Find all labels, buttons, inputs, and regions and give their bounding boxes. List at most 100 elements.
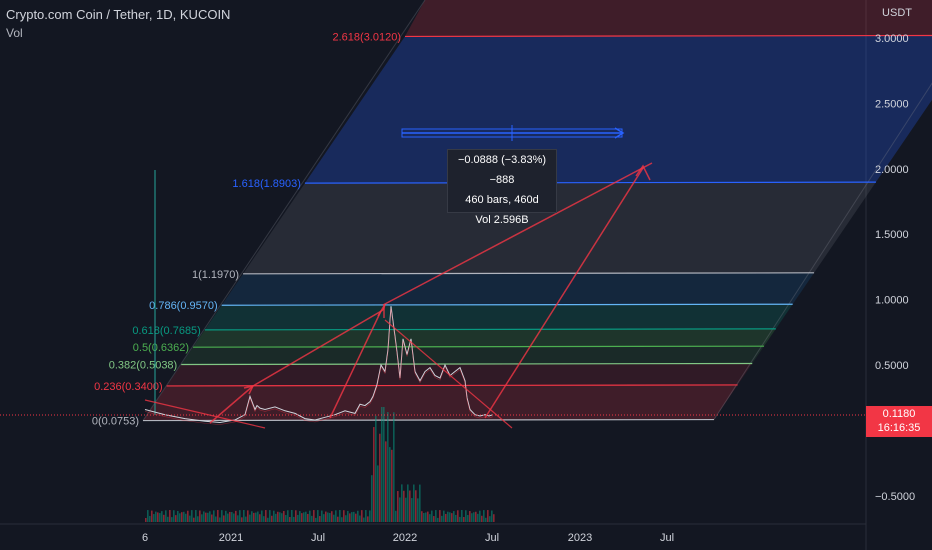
volume-bar (165, 510, 167, 522)
fib-band-6 (243, 182, 876, 274)
fib-label-4: 0.618(0.7685) (132, 325, 201, 337)
volume-bar (395, 510, 397, 522)
volume-bar (387, 412, 389, 522)
volume-bar (373, 427, 375, 522)
volume-bar (375, 415, 377, 522)
volume-bar (457, 510, 459, 522)
symbol-title[interactable]: Crypto.com Coin / Tether, 1D, KUCOIN (6, 7, 231, 22)
volume-bar (351, 512, 353, 522)
y-tick-label-2: 2.0000 (875, 164, 909, 176)
x-tick-label-2: Jul (311, 532, 325, 544)
volume-bar (159, 513, 161, 522)
volume-bar (389, 447, 391, 522)
volume-bar (281, 513, 283, 522)
x-tick-label-5: 2023 (568, 532, 592, 544)
volume-bar (263, 516, 265, 522)
volume-bar (177, 510, 179, 522)
volume-bar (245, 516, 247, 522)
volume-bar (293, 516, 295, 522)
volume-bar (243, 510, 245, 522)
volume-bar (337, 516, 339, 522)
volume-bar (343, 510, 345, 522)
volume-bar (477, 513, 479, 522)
volume-bar (171, 517, 173, 522)
volume-bar (413, 484, 415, 522)
volume-bar (451, 513, 453, 522)
volume-label[interactable]: Vol (6, 26, 23, 40)
volume-bar (431, 510, 433, 522)
y-tick-label-0: 3.0000 (875, 33, 909, 45)
volume-bar (199, 510, 201, 522)
volume-bar (195, 510, 197, 522)
fib-line-1 (166, 384, 738, 387)
trend-arrow-4 (484, 167, 644, 419)
fib-line-3 (193, 345, 765, 348)
volume-bar (349, 513, 351, 522)
fib-label-8: 2.618(3.0120) (333, 31, 402, 43)
y-tick-label-5: 0.5000 (875, 360, 909, 372)
volume-bar (229, 511, 231, 522)
fib-edge-left (142, 0, 426, 421)
volume-bar (481, 515, 483, 522)
volume-bar (425, 512, 427, 522)
fib-label-1: 0.236(0.3400) (94, 381, 163, 393)
volume-bar (485, 517, 487, 522)
volume-bar (363, 517, 365, 522)
volume-bar (439, 510, 441, 522)
volume-bar (471, 513, 473, 522)
measure-arrowhead (614, 127, 625, 139)
fib-line-5 (221, 303, 793, 306)
volume-bar (253, 512, 255, 522)
volume-bar (153, 514, 155, 522)
volume-bar (309, 510, 311, 522)
fib-band-top (405, 0, 932, 37)
volume-bar (151, 510, 153, 522)
volume-bar (353, 511, 355, 522)
volume-bar (203, 511, 205, 522)
volume-bar (219, 517, 221, 522)
volume-bar (467, 515, 469, 522)
volume-bar (191, 510, 193, 522)
x-tick-label-6: Jul (660, 532, 674, 544)
volume-bar (241, 517, 243, 522)
volume-bar (157, 512, 159, 522)
currency-label: USDT (882, 7, 912, 19)
trend-arrow-5 (382, 162, 653, 306)
volume-bar (249, 514, 251, 522)
volume-bar (209, 511, 211, 522)
volume-bar (449, 512, 451, 522)
volume-bar (415, 490, 417, 522)
trend-arrow-1 (252, 309, 384, 387)
volume-bar (447, 511, 449, 522)
volume-bar (483, 510, 485, 522)
volume-bar (155, 511, 157, 522)
volume-bar (145, 518, 147, 522)
fib-band-5 (221, 272, 815, 306)
volume-bar (409, 490, 411, 522)
volume-bar (453, 511, 455, 522)
volume-bar (173, 510, 175, 522)
volume-bar (303, 512, 305, 522)
volume-bar (255, 512, 257, 522)
volume-bar (459, 516, 461, 522)
volume-bar (217, 510, 219, 522)
volume-bar (423, 512, 425, 522)
bar-countdown: 16:16:35 (877, 422, 921, 434)
x-tick-label-3: 2022 (393, 532, 417, 544)
fib-line-4 (204, 328, 776, 331)
volume-bar (257, 511, 259, 522)
volume-bar (339, 510, 341, 522)
decline-line (384, 319, 513, 429)
volume-bar (361, 510, 363, 522)
fib-band-4 (204, 304, 793, 330)
volume-bar (323, 514, 325, 522)
measure-tooltip: −0.0888 (−3.83%) −888 460 bars, 460d Vol… (447, 149, 557, 226)
volume-bar (385, 441, 387, 522)
volume-bar (193, 517, 195, 522)
fib-band-1 (166, 363, 753, 386)
volume-bar (201, 514, 203, 522)
volume-bar (175, 515, 177, 522)
volume-bar (427, 511, 429, 522)
volume-bar (417, 498, 419, 522)
